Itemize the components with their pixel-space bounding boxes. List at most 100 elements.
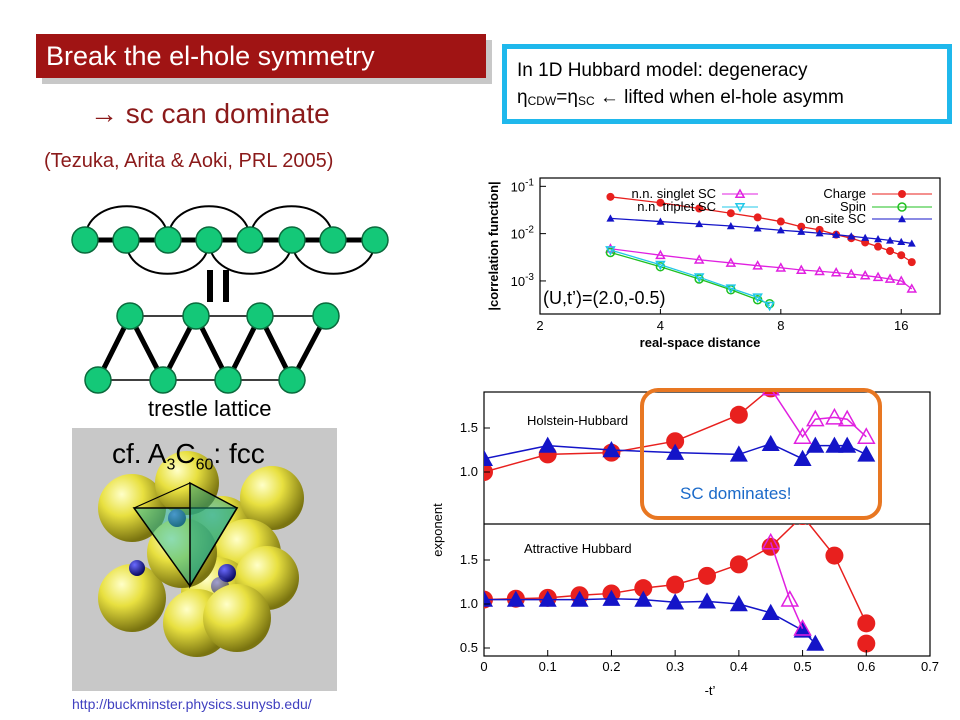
- legend-entry: n.n. triplet SC: [637, 199, 716, 214]
- data-point: [815, 229, 824, 237]
- data-point: [666, 593, 685, 610]
- data-point: [726, 221, 735, 230]
- cf-subscript-3: 3: [166, 456, 176, 474]
- cf-prefix: cf. A: [112, 438, 167, 469]
- data-point: [857, 427, 876, 444]
- data-point: [793, 449, 812, 466]
- series-line: [772, 392, 867, 439]
- data-point: [845, 268, 857, 278]
- legend-entry: n.n. singlet SC: [631, 186, 716, 201]
- exponent-x-tick-label: 0.5: [794, 659, 812, 674]
- data-point: [655, 260, 666, 271]
- data-point: [886, 236, 895, 244]
- info-box: In 1D Hubbard model: degeneracy ηCDW=ηSC…: [502, 44, 952, 124]
- series-line: [770, 542, 804, 629]
- data-point: [838, 436, 857, 453]
- correlation-series-n-n-triplet-sc: [605, 243, 918, 293]
- exponent-series-on-site-sc: [484, 589, 825, 651]
- equals-sign-icon: [207, 270, 229, 302]
- exponent-x-tick-label: 0.6: [857, 659, 875, 674]
- cf-subscript-60: 60: [195, 456, 214, 474]
- correlation-x-tick-label: 4: [657, 318, 664, 333]
- data-point: [907, 258, 916, 267]
- data-point: [752, 293, 763, 303]
- data-point: [776, 217, 785, 226]
- correlation-x-tick-label: 16: [894, 318, 908, 333]
- exponent-panel-1-series: [484, 392, 876, 481]
- info-rest-text: ← lifted when el-hole asymm: [594, 87, 844, 108]
- data-point: [570, 590, 589, 607]
- exponent-x-tick-label: 0.4: [730, 659, 748, 674]
- data-point: [634, 579, 653, 598]
- data-point: [798, 524, 807, 525]
- source-url[interactable]: http://buckminster.physics.sunysb.edu/: [72, 696, 312, 712]
- data-point: [725, 284, 737, 294]
- citation: (Tezuka, Arita & Aoki, PRL 2005): [44, 150, 334, 172]
- data-point: [761, 532, 780, 550]
- data-point: [832, 230, 841, 238]
- data-point: [906, 283, 918, 293]
- eta-sc-symbol: η: [567, 87, 578, 108]
- attractive-hubbard-label: Attractive Hubbard: [524, 541, 632, 556]
- data-point: [698, 566, 716, 585]
- exponent-x-label: -t’: [705, 683, 716, 698]
- c60-fcc-image: [72, 428, 337, 691]
- right-arrow-icon: →: [90, 98, 118, 129]
- data-point: [538, 436, 557, 453]
- data-point: [857, 445, 876, 462]
- data-point: [752, 260, 763, 270]
- info-line-2: ηCDW=ηSC ← lifted when el-hole asymm: [517, 84, 937, 115]
- data-point: [874, 235, 883, 243]
- legend-entry: on-site SC: [805, 211, 866, 226]
- exponent-y-tick-label: 0.5: [460, 640, 478, 655]
- data-point: [753, 213, 762, 222]
- data-point: [656, 217, 665, 225]
- data-point: [907, 239, 916, 247]
- exponent-series: [484, 392, 876, 653]
- data-point: [874, 242, 883, 251]
- exponent-y-tick-label: 1.5: [460, 420, 478, 435]
- data-point: [761, 603, 780, 620]
- cf-label: cf. A3C60: fcc: [112, 438, 265, 475]
- legend-marker: [897, 202, 907, 212]
- data-point: [506, 590, 525, 607]
- fcc-structure-picture: [98, 451, 304, 657]
- data-point: [693, 273, 705, 283]
- trestle-lattice-label: trestle lattice: [148, 396, 272, 421]
- equals-sign: =: [556, 87, 568, 108]
- data-point: [726, 209, 735, 218]
- correlation-series-on-site-sc: [606, 214, 916, 247]
- data-point: [776, 226, 785, 234]
- exponent-y-tick-label: 1.5: [460, 552, 478, 567]
- info-line-1: In 1D Hubbard model: degeneracy: [517, 60, 808, 81]
- data-point: [814, 265, 825, 276]
- data-point: [695, 219, 704, 228]
- data-point: [605, 247, 616, 258]
- data-point: [606, 214, 615, 222]
- exponent-x-tick-label: 0.3: [666, 659, 684, 674]
- data-point: [775, 262, 787, 272]
- data-point: [761, 392, 780, 396]
- data-point: [655, 249, 666, 260]
- data-point: [797, 227, 806, 235]
- data-point: [698, 592, 716, 609]
- correlation-series: [605, 192, 918, 312]
- data-point: [806, 409, 825, 427]
- exponent-panel-2-series: [484, 524, 876, 653]
- slide-title: Break the el-hole symmetry: [36, 34, 486, 78]
- sc-subscript: SC: [577, 94, 595, 108]
- data-point: [884, 273, 896, 283]
- data-point: [484, 449, 493, 466]
- correlation-legend: n.n. singlet SCn.n. triplet SC ChargeSpin…: [631, 186, 932, 226]
- data-point: [729, 555, 748, 574]
- sc-dominates-highlight: [640, 388, 882, 520]
- holstein-hubbard-label: Holstein-Hubbard: [527, 413, 628, 428]
- data-point: [793, 621, 812, 638]
- correlation-y-label: |correlation function|: [486, 181, 501, 310]
- data-point: [484, 590, 493, 607]
- exponent-y-tick-label: 1.0: [460, 596, 478, 611]
- data-point: [695, 204, 704, 213]
- subtitle: → sc can dominate: [90, 98, 330, 130]
- data-point: [606, 192, 615, 201]
